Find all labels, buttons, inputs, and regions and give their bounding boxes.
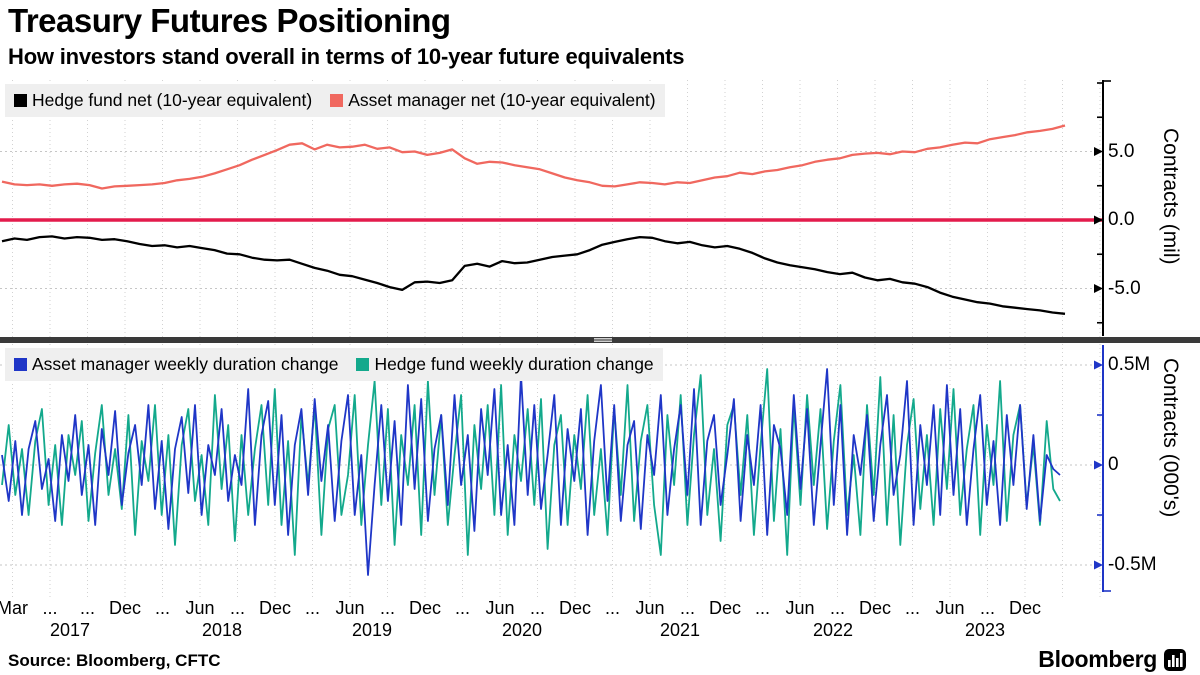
hedge-fund-swatch-icon	[14, 94, 27, 107]
x-tick-label: ...	[679, 598, 695, 618]
top-y-tick-label: -5.0	[1108, 277, 1141, 299]
divider-grip-icon	[594, 338, 612, 342]
x-year-label: 2018	[201, 620, 243, 640]
x-tick-label: ...	[904, 598, 920, 618]
major-tick-arrow	[1094, 284, 1103, 293]
major-tick-arrow	[1094, 147, 1103, 156]
x-tick-label: Jun	[635, 598, 665, 618]
x-tick-label: ...	[79, 598, 95, 618]
am-duration-swatch-icon	[14, 358, 27, 371]
bloomberg-logo-icon	[1164, 648, 1186, 671]
x-year-label: 2017	[49, 620, 91, 640]
bottom-y-tick-label: 0.5M	[1108, 354, 1151, 375]
legend-label: Asset manager weekly duration change	[32, 354, 339, 374]
x-tick-label: Jun	[335, 598, 365, 618]
x-tick-label: ...	[229, 598, 245, 618]
x-tick-label: ...	[379, 598, 395, 618]
top-axis-title: Contracts (mil)	[1159, 128, 1182, 265]
hedge-fund-line	[1, 235, 1066, 315]
major-tick-arrow	[1094, 560, 1103, 570]
x-tick-label: ...	[754, 598, 770, 618]
x-tick-label: Dec	[558, 598, 591, 618]
x-tick-label: ...	[604, 598, 620, 618]
top-y-tick-label: 0.0	[1108, 209, 1135, 230]
major-tick-arrow	[1094, 460, 1103, 470]
legend-bottom: Asset manager weekly duration change Hed…	[5, 348, 663, 381]
x-year-label: 2023	[964, 620, 1006, 640]
panel-divider[interactable]	[0, 337, 1200, 343]
asset-manager-line	[1, 124, 1066, 190]
x-year-label: 2020	[501, 620, 543, 640]
legend-item-am-duration-change[interactable]: Asset manager weekly duration change	[14, 354, 338, 375]
page-subtitle: How investors stand overall in terms of …	[8, 44, 685, 69]
x-tick-label: Dec	[258, 598, 291, 618]
legend-label: Hedge fund net (10-year equivalent)	[32, 90, 313, 110]
legend-top: Hedge fund net (10-year equivalent) Asse…	[5, 84, 665, 117]
major-tick-arrow	[1094, 215, 1103, 225]
x-tick-label: Dec	[708, 598, 741, 618]
x-tick-label: Dec	[858, 598, 891, 618]
am-duration-line	[1, 368, 1061, 576]
source-line: Source: Bloomberg, CFTC	[8, 651, 221, 670]
page-title: Treasury Futures Positioning	[8, 2, 451, 39]
top-y-tick-label: 5.0	[1108, 140, 1135, 162]
x-tick-label: Jun	[785, 598, 815, 618]
x-tick-label: ...	[979, 598, 995, 618]
x-year-label: 2021	[659, 620, 701, 640]
bloomberg-brand: Bloomberg	[1038, 646, 1186, 673]
bloomberg-wordmark: Bloomberg	[1038, 646, 1157, 672]
legend-item-asset-manager-net[interactable]: Asset manager net (10-year equivalent)	[330, 90, 656, 111]
legend-label: Asset manager net (10-year equivalent)	[348, 90, 656, 110]
x-year-label: 2022	[812, 620, 854, 640]
bottom-axis-title: Contracts (000's)	[1159, 358, 1182, 518]
bottom-y-tick-label: 0	[1108, 454, 1119, 475]
x-tick-label: Mar	[0, 598, 28, 618]
x-tick-label: ...	[154, 598, 170, 618]
x-tick-label: ...	[829, 598, 845, 618]
x-tick-label: Jun	[185, 598, 215, 618]
legend-item-hf-duration-change[interactable]: Hedge fund weekly duration change	[356, 354, 654, 375]
x-tick-label: ...	[529, 598, 545, 618]
x-tick-label: Dec	[408, 598, 441, 618]
x-year-label: 2019	[351, 620, 393, 640]
bottom-y-tick-label: -0.5M	[1108, 554, 1157, 575]
x-tick-label: Jun	[935, 598, 965, 618]
hf-duration-swatch-icon	[356, 358, 370, 371]
x-tick-label: Jun	[485, 598, 515, 618]
major-tick-arrow	[1094, 360, 1103, 370]
x-tick-label: ...	[304, 598, 320, 618]
x-tick-label: Dec	[1008, 598, 1041, 618]
x-tick-label: ...	[42, 598, 58, 618]
legend-label: Hedge fund weekly duration change	[374, 354, 654, 374]
asset-manager-swatch-icon	[330, 94, 344, 107]
x-tick-label: ...	[454, 598, 470, 618]
legend-item-hedge-fund-net[interactable]: Hedge fund net (10-year equivalent)	[14, 90, 312, 111]
x-tick-label: Dec	[108, 598, 141, 618]
